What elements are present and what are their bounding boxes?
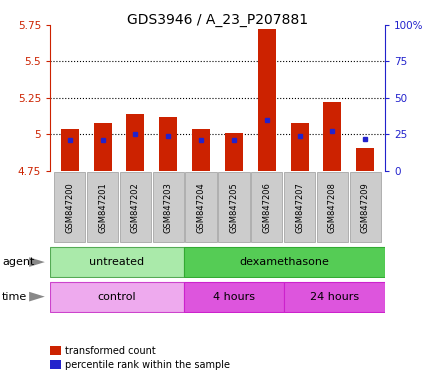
Text: GDS3946 / A_23_P207881: GDS3946 / A_23_P207881 <box>127 13 307 27</box>
Text: untreated: untreated <box>89 257 144 267</box>
Bar <box>50 346 61 355</box>
Bar <box>126 114 144 171</box>
Bar <box>224 133 243 171</box>
Text: dexamethasone: dexamethasone <box>239 257 329 267</box>
Polygon shape <box>29 257 45 267</box>
Bar <box>283 172 315 242</box>
Bar <box>152 172 184 242</box>
Text: GSM847209: GSM847209 <box>360 182 369 233</box>
Text: GSM847203: GSM847203 <box>163 182 172 233</box>
Text: GSM847207: GSM847207 <box>294 182 303 233</box>
Bar <box>185 172 216 242</box>
Text: transformed count: transformed count <box>65 346 156 356</box>
Bar <box>250 172 282 242</box>
Bar <box>93 123 112 171</box>
Text: GSM847204: GSM847204 <box>196 182 205 233</box>
Bar <box>290 123 308 171</box>
Text: control: control <box>98 291 136 302</box>
Text: agent: agent <box>2 257 34 267</box>
Text: GSM847205: GSM847205 <box>229 182 238 233</box>
Bar <box>349 172 380 242</box>
Bar <box>61 129 79 171</box>
Bar <box>54 172 85 242</box>
Polygon shape <box>29 292 45 301</box>
Bar <box>322 102 341 171</box>
Text: GSM847206: GSM847206 <box>262 182 271 233</box>
Bar <box>257 29 275 171</box>
Text: GSM847201: GSM847201 <box>98 182 107 233</box>
Bar <box>191 129 210 171</box>
Bar <box>184 247 384 277</box>
Text: percentile rank within the sample: percentile rank within the sample <box>65 360 230 370</box>
Bar <box>218 172 249 242</box>
Bar <box>159 117 177 171</box>
Text: 4 hours: 4 hours <box>213 291 255 302</box>
Bar <box>87 172 118 242</box>
Bar <box>119 172 151 242</box>
Bar <box>316 172 347 242</box>
Bar <box>355 147 373 171</box>
Bar <box>50 360 61 369</box>
Text: GSM847202: GSM847202 <box>131 182 140 233</box>
Text: GSM847200: GSM847200 <box>65 182 74 233</box>
Bar <box>50 247 184 277</box>
Bar <box>184 281 284 312</box>
Text: 24 hours: 24 hours <box>309 291 358 302</box>
Text: time: time <box>2 291 27 302</box>
Text: GSM847208: GSM847208 <box>327 182 336 233</box>
Bar <box>284 281 384 312</box>
Bar <box>50 281 184 312</box>
